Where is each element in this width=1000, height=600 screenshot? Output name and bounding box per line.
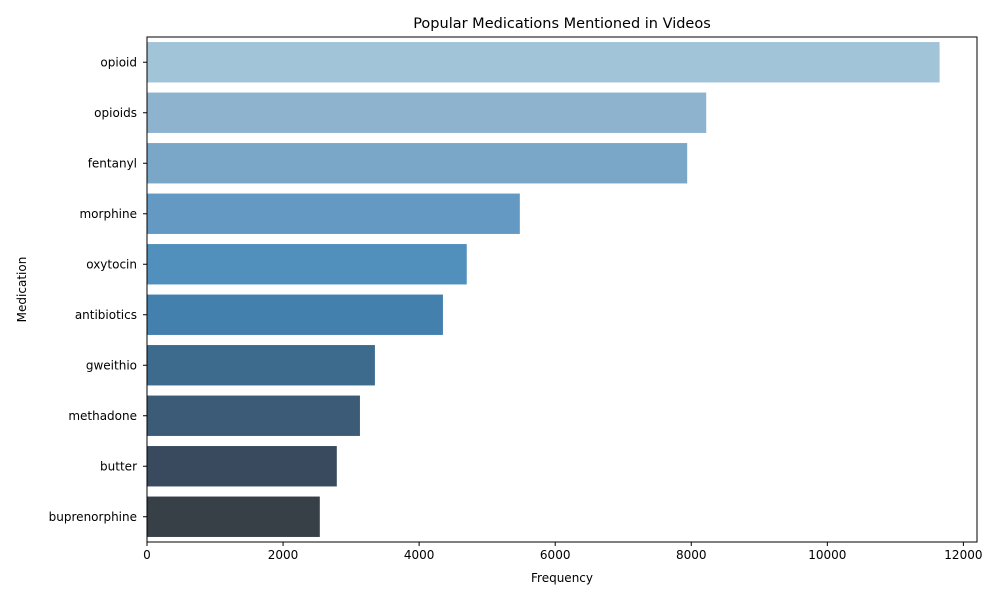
bar-butter	[147, 446, 337, 487]
x-tick-label: 2000	[268, 548, 299, 562]
bar-buprenorphine	[147, 496, 320, 537]
y-tick-label: antibiotics	[75, 308, 137, 322]
x-axis-ticks: 0 2000 4000 6000 8000 10000 12000	[143, 542, 982, 562]
y-tick-label: opioid	[100, 55, 137, 69]
bar-gweithio	[147, 345, 375, 386]
plot-frame	[146, 36, 978, 543]
y-axis-label: Medication	[15, 257, 29, 323]
bar-oxytocin	[147, 244, 467, 285]
bar-methadone	[147, 395, 360, 436]
y-tick-label: opioids	[94, 106, 137, 120]
x-tick-label: 6000	[540, 548, 571, 562]
x-tick-label: 10000	[808, 548, 846, 562]
y-tick-label: oxytocin	[86, 257, 137, 271]
bars-group	[147, 42, 940, 537]
x-axis-label: Frequency	[531, 571, 593, 585]
y-tick-label: gweithio	[86, 358, 137, 372]
bar-opioids	[147, 92, 707, 133]
chart-title: Popular Medications Mentioned in Videos	[413, 16, 711, 32]
y-axis-ticks: opioid opioids fentanyl morphine oxytocin ant…	[49, 55, 147, 524]
bar-fentanyl	[147, 143, 688, 184]
y-tick-label: morphine	[79, 207, 137, 221]
y-tick-label: buprenorphine	[49, 510, 137, 524]
y-tick-label: methadone	[68, 409, 137, 423]
bar-opioid	[147, 42, 940, 83]
bar-morphine	[147, 193, 520, 234]
x-tick-label: 8000	[676, 548, 707, 562]
bar-antibiotics	[147, 294, 443, 335]
y-tick-label: butter	[100, 459, 137, 473]
x-tick-label: 0	[143, 548, 151, 562]
x-tick-label: 4000	[404, 548, 435, 562]
y-tick-label: fentanyl	[88, 156, 137, 170]
x-tick-label: 12000	[944, 548, 982, 562]
